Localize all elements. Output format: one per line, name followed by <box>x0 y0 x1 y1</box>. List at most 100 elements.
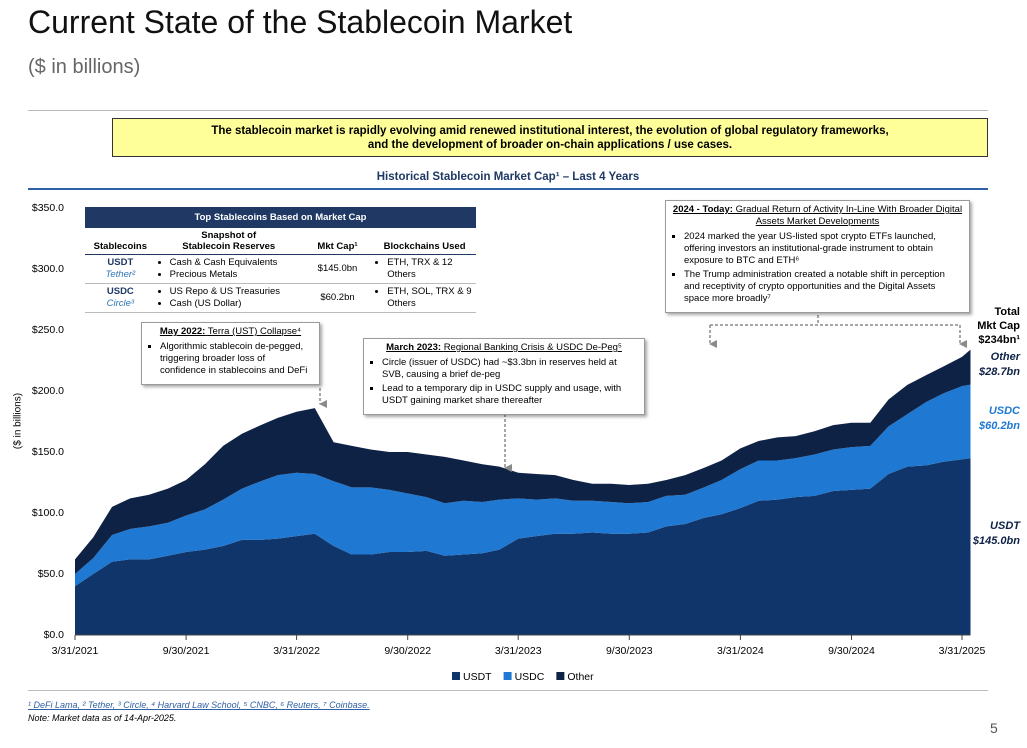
annotation: 2024 - Today: Gradual Return of Activity… <box>665 200 970 313</box>
annotation: May 2022: Terra (UST) Collapse⁴ Algorithm… <box>141 322 320 385</box>
annotation-title-lead: May 2022: <box>159 326 206 337</box>
table-title: Top Stablecoins Based on Market Cap <box>85 207 476 228</box>
chains-list: ETH, SOL, TRX & 9 Others <box>376 286 473 310</box>
reserve: Cash & Cash Equivalents <box>170 257 299 269</box>
callout: The stablecoin market is rapidly evolvin… <box>112 118 988 157</box>
total-label: Total Mkt Cap $234bn¹ <box>940 305 1020 347</box>
header-row: Stablecoins Snapshot of Stablecoin Reserv… <box>85 228 476 255</box>
column-header-text: Snapshot of Stablecoin Reserves <box>182 230 276 252</box>
annotation-bullet: Lead to a temporary dip in USDC supply a… <box>382 383 638 407</box>
cell: USDT Tether² <box>85 254 156 284</box>
series-end-label: USDT $145.0bn <box>940 519 1020 549</box>
plot-area <box>75 349 971 635</box>
y-tick-label: $300.0 <box>32 263 64 275</box>
annotation: March 2023: Regional Banking Crisis & US… <box>363 338 645 415</box>
reserve: US Repo & US Treasuries <box>170 286 299 298</box>
callout-line: The stablecoin market is rapidly evolvin… <box>211 125 889 137</box>
annotation-bullets: Algorithmic stablecoin de-pegged, trigge… <box>148 341 313 377</box>
reserve: Cash (US Dollar) <box>170 298 299 310</box>
annotation-bullets: Circle (issuer of USDC) had ~$3.3bn in r… <box>370 357 638 407</box>
cell: ETH, TRX & 12 Others <box>373 254 476 284</box>
annotation-bullet: Circle (issuer of USDC) had ~$3.3bn in r… <box>382 357 638 381</box>
table: Stablecoins Snapshot of Stablecoin Reserv… <box>85 228 476 313</box>
cell: $145.0bn <box>301 254 374 284</box>
stablecoin-table: Top Stablecoins Based on Market Cap Stabl… <box>85 207 476 313</box>
callout-line: and the development of broader on-chain … <box>367 139 733 151</box>
series-value: $28.7bn <box>979 366 1020 378</box>
area <box>75 349 971 574</box>
cell: USDC Circle³ <box>85 283 156 313</box>
x-tick-label: 9/30/2022 <box>384 645 431 657</box>
series-value: $145.0bn <box>972 535 1020 547</box>
area <box>75 384 971 587</box>
rule <box>28 110 988 111</box>
y-axis-label: ($ in billions) <box>13 393 24 449</box>
reserve: Precious Metals <box>170 269 299 281</box>
annotation-title: 2024 - Today: Gradual Return of Activity… <box>672 204 963 228</box>
y-tick-label: $0.0 <box>44 629 65 641</box>
y-tick-label: $200.0 <box>32 385 64 397</box>
footnotes: ¹ DeFi Lama, ² Tether, ³ Circle, ⁴ Harva… <box>28 700 370 710</box>
chains: ETH, TRX & 12 Others <box>387 257 473 281</box>
table-row: USDCCircle³US Repo & US TreasuriesCash (… <box>85 283 476 313</box>
cell: US Repo & US TreasuriesCash (US Dollar) <box>155 283 302 313</box>
series-name: USDT <box>990 520 1020 532</box>
annotation-bullet: Algorithmic stablecoin de-pegged, trigge… <box>160 341 313 377</box>
column-header-text: Stablecoins <box>93 241 147 252</box>
legend-label: USDC <box>515 671 545 683</box>
annotation-bullet: 2024 marked the year US-listed spot cryp… <box>684 231 963 267</box>
legend-swatch <box>556 672 565 680</box>
issuer: Tether² <box>105 269 136 280</box>
series-name: USDC <box>988 405 1020 417</box>
legend-label: USDT <box>463 671 492 683</box>
annotation-title-lead: March 2023: <box>386 342 442 353</box>
cell: ETH, SOL, TRX & 9 Others <box>373 283 476 313</box>
annotation-title-lead: 2024 - Today: <box>672 204 733 215</box>
column-header: Snapshot of Stablecoin Reserves <box>155 228 302 255</box>
annotation-title-text: Regional Banking Crisis & USDC De-Peg⁵ <box>443 342 622 353</box>
reserves: US Repo & US TreasuriesCash (US Dollar) <box>159 286 299 310</box>
column-header-text: Blockchains Used <box>383 241 466 252</box>
x-tick-label: 3/31/2024 <box>717 645 764 657</box>
series-end-label: USDC $60.2bn <box>940 404 1020 434</box>
column-header: Mkt Cap¹ <box>301 228 374 255</box>
x-tick-label: 9/30/2023 <box>606 645 653 657</box>
total-label-line: Mkt Cap <box>977 320 1020 332</box>
legend-label: Other <box>567 671 594 683</box>
annotation-title-text: Gradual Return of Activity In-Line With … <box>735 204 963 227</box>
chains-list: ETH, TRX & 12 Others <box>376 257 473 281</box>
note: Note: Market data as of 14-Apr-2025. <box>28 713 177 723</box>
annotation-bullet: The Trump administration created a notab… <box>684 269 963 305</box>
area <box>75 458 971 635</box>
x-tick-label: 3/31/2025 <box>939 645 986 657</box>
subtitle: ($ in billions) <box>28 56 141 78</box>
column-header-text: Mkt Cap¹ <box>317 241 358 252</box>
y-tick-label: $100.0 <box>32 507 64 519</box>
x-tick-label: 9/30/2024 <box>828 645 875 657</box>
chart-title: Historical Stablecoin Market Cap¹ – Last… <box>376 171 640 183</box>
total-label-line: Total <box>994 306 1020 318</box>
y-tick-label: $50.0 <box>38 568 64 580</box>
annotation-title: May 2022: Terra (UST) Collapse⁴ <box>148 326 313 338</box>
legend-swatch <box>503 672 512 680</box>
cell: Cash & Cash EquivalentsPrecious Metals <box>155 254 302 284</box>
chains: ETH, SOL, TRX & 9 Others <box>387 286 473 310</box>
issuer: Circle³ <box>106 298 135 309</box>
chart-title-rule <box>28 188 988 190</box>
x-tick-label: 9/30/2021 <box>163 645 210 657</box>
series-value: $60.2bn <box>979 420 1020 432</box>
page-number: 5 <box>990 720 998 736</box>
ticker: USDT <box>107 257 134 268</box>
x-tick-label: 3/31/2023 <box>495 645 542 657</box>
footer-rule <box>28 690 988 691</box>
table-row: USDTTether²Cash & Cash EquivalentsPrecio… <box>85 254 476 284</box>
legend-swatch <box>452 672 460 680</box>
column-header: Stablecoins <box>85 228 156 255</box>
x-tick-label: 3/31/2021 <box>52 645 99 657</box>
annotation-title: March 2023: Regional Banking Crisis & US… <box>370 342 638 354</box>
ticker: USDC <box>106 286 134 297</box>
annotation-bullets: 2024 marked the year US-listed spot cryp… <box>672 231 963 305</box>
column-header: Blockchains Used <box>373 228 476 255</box>
